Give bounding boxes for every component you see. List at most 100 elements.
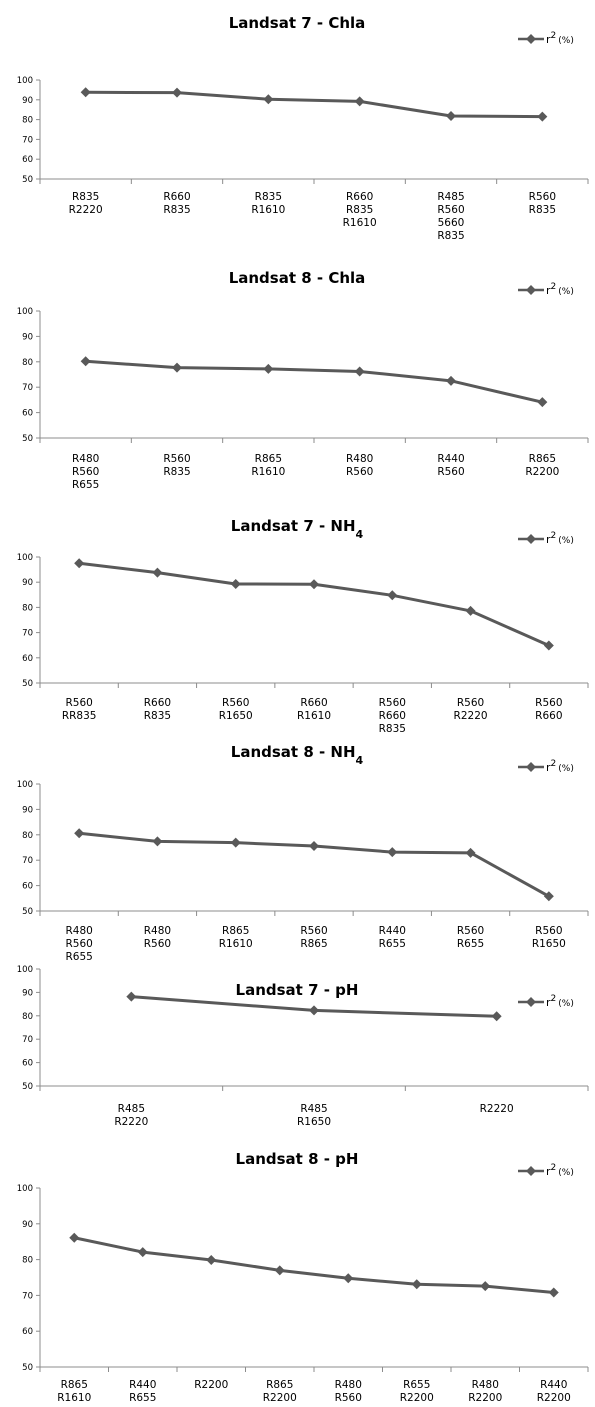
chart-2-x-tick-label-line: R560 [163,453,190,465]
chart-4-x-tick-label: R440 R655 [379,925,406,950]
chart-1-x-tick-label-line: R485 [437,191,464,203]
chart-4-data-point [152,836,163,847]
chart-2-series-line [85,359,543,404]
chart-4-data-point [543,891,554,902]
chart-2-x-tick-label: R480 R560 [346,453,373,478]
chart-1-legend-unit: (%) [558,36,574,46]
chart-1-x-tick-label-line: R660 [346,191,373,203]
chart-1-x-tick-label-line: R2220 [69,204,103,216]
chart-4-x-tick-label-line: R480 [144,925,171,937]
chart-6-x-tick-label-line: R2200 [537,1392,571,1404]
chart-4-x-tick-label-line: R440 [379,925,406,937]
chart-3-y-tick-label: 80 [22,603,33,613]
chart-5-data-point [309,1005,319,1016]
chart-1-title: Landsat 7 - Chla [229,14,366,32]
chart-5-legend-unit: (%) [558,999,574,1009]
chart-2-legend: r2 (%) [518,282,574,297]
chart-6-x-tick-label: R655 R2200 [400,1379,434,1404]
chart-3-x-tick-label: R560 R660 [535,697,562,722]
chart-6-y-tick-label: 90 [22,1220,33,1230]
chart-6-data-point [548,1287,559,1298]
chart-1-x-tick-label-line: R1610 [343,217,377,229]
chart-6-x-tick-label: R480 R560 [335,1379,362,1404]
chart-6-x-tick-label: R480 R2200 [468,1379,502,1404]
chart-6-x-tick-label-line: R655 [129,1392,156,1404]
chart-4-y-tick-label: 60 [22,882,33,892]
chart-2-y-tick-label: 60 [22,409,33,419]
chart-2-x-tick-label-line: R2200 [525,466,559,478]
chart-1-x-tick-label: R835 R1610 [251,191,285,216]
chart-1-y-tick-label: 80 [22,116,33,126]
chart-2-x-tick-label: R560 R835 [163,453,190,478]
chart-4-y-tick-label: 70 [22,856,33,866]
chart-5-x-tick-label-line: R485 [300,1103,327,1115]
chart-6-x-tick-label-line: R865 [266,1379,293,1391]
chart-4-x-tick-label-line: R865 [300,938,327,950]
chart-2-legend-label: r2 (%) [546,282,574,297]
chart-5-x-tick-label: R485 R1650 [297,1103,331,1128]
chart-2-data-point [354,366,365,377]
chart-3-y-tick-label: 100 [17,553,33,563]
chart-1-data-point [263,94,274,105]
chart-6-x-tick-label-line: R1610 [57,1392,91,1404]
chart-2-x-tick-label: R865 R2200 [525,453,559,478]
chart-3-y-tick-label: 60 [22,654,33,664]
chart-6-legend: r2 (%) [518,1163,574,1178]
chart-1-data-point [446,111,456,122]
chart-6-x-tick-label-line: R2200 [468,1392,502,1404]
chart-2-y-tick-label: 50 [22,434,33,444]
chart-2-y-tick-label: 80 [22,358,33,368]
chart-6-x-tick-label: R440 R2200 [537,1379,571,1404]
chart-6-x-tick-label: R440 R655 [129,1379,156,1404]
chart-5-legend-label: r2 (%) [546,994,574,1009]
chart-2-data-point [263,363,274,374]
chart-4-x-tick-label-line: R655 [379,938,406,950]
chart-1-x-tick-label: R835 R2220 [69,191,103,216]
chart-5-y-tick-label: 50 [22,1082,33,1092]
chart-6-x-tick-label-line: R2200 [194,1379,228,1391]
chart-1-data-point [80,87,91,98]
chart-4-x-tick-label-line: R560 [144,938,171,950]
chart-3-x-tick-label-line: R660 [535,710,562,722]
chart-4-legend-sup: 2 [551,759,557,769]
chart-1-x-tick-label-line: R835 [163,204,190,216]
chart-3-x-tick-label-line: R560 [457,697,484,709]
chart-4-x-tick-label-line: R865 [222,925,249,937]
chart-3-x-tick-label-line: R660 [300,697,327,709]
chart-5-data-point [491,1011,502,1022]
chart-1-x-tick-label-line: R835 [529,204,556,216]
chart-1-legend: r2 (%) [518,31,574,46]
chart-4-y-tick-label: 50 [22,907,33,917]
chart-2-x-tick-label-line: R480 [346,453,373,465]
chart-2-x-tick-label-line: R865 [529,453,556,465]
chart-4-title-subscript: 4 [356,754,364,767]
chart-2-x-tick-label-line: R440 [437,453,464,465]
chart-4-data-point [465,847,476,858]
chart-3-legend-unit: (%) [558,536,574,546]
chart-4-x-tick-label-line: R560 [457,925,484,937]
chart-1-legend-sup: 2 [551,31,557,41]
chart-1-x-tick-label: R660 R835 R1610 [343,191,377,229]
chart-5-y-tick-label: 80 [22,1012,33,1022]
chart-3-x-tick-label: R660 R1610 [297,697,331,722]
chart-6-legend-label: r2 (%) [546,1163,574,1178]
chart-1-y-tick-label: 60 [22,155,33,165]
chart-4-data-point [230,837,241,848]
chart-2-title: Landsat 8 - Chla [229,269,366,287]
chart-4-x-tick-label: R865 R1610 [219,925,253,950]
chart-4-data-point [309,840,319,851]
chart-3-x-tick-label-line: R560 [535,697,562,709]
chart-3-series-line [78,561,550,647]
chart-3-y-tick-label: 70 [22,629,33,639]
chart-4-data-point [387,847,398,858]
chart-1-x-tick-label-line: R1610 [251,204,285,216]
chart-2-y-tick-label: 90 [22,332,33,342]
chart-3-x-tick-label-line: R835 [379,723,406,735]
chart-4-x-tick-label: R560 R865 [300,925,327,950]
chart-3-legend-marker [526,534,536,544]
chart-6-y-tick-label: 70 [22,1291,33,1301]
chart-6-y-tick-label: 50 [22,1363,33,1373]
chart-3-data-point [152,567,163,578]
